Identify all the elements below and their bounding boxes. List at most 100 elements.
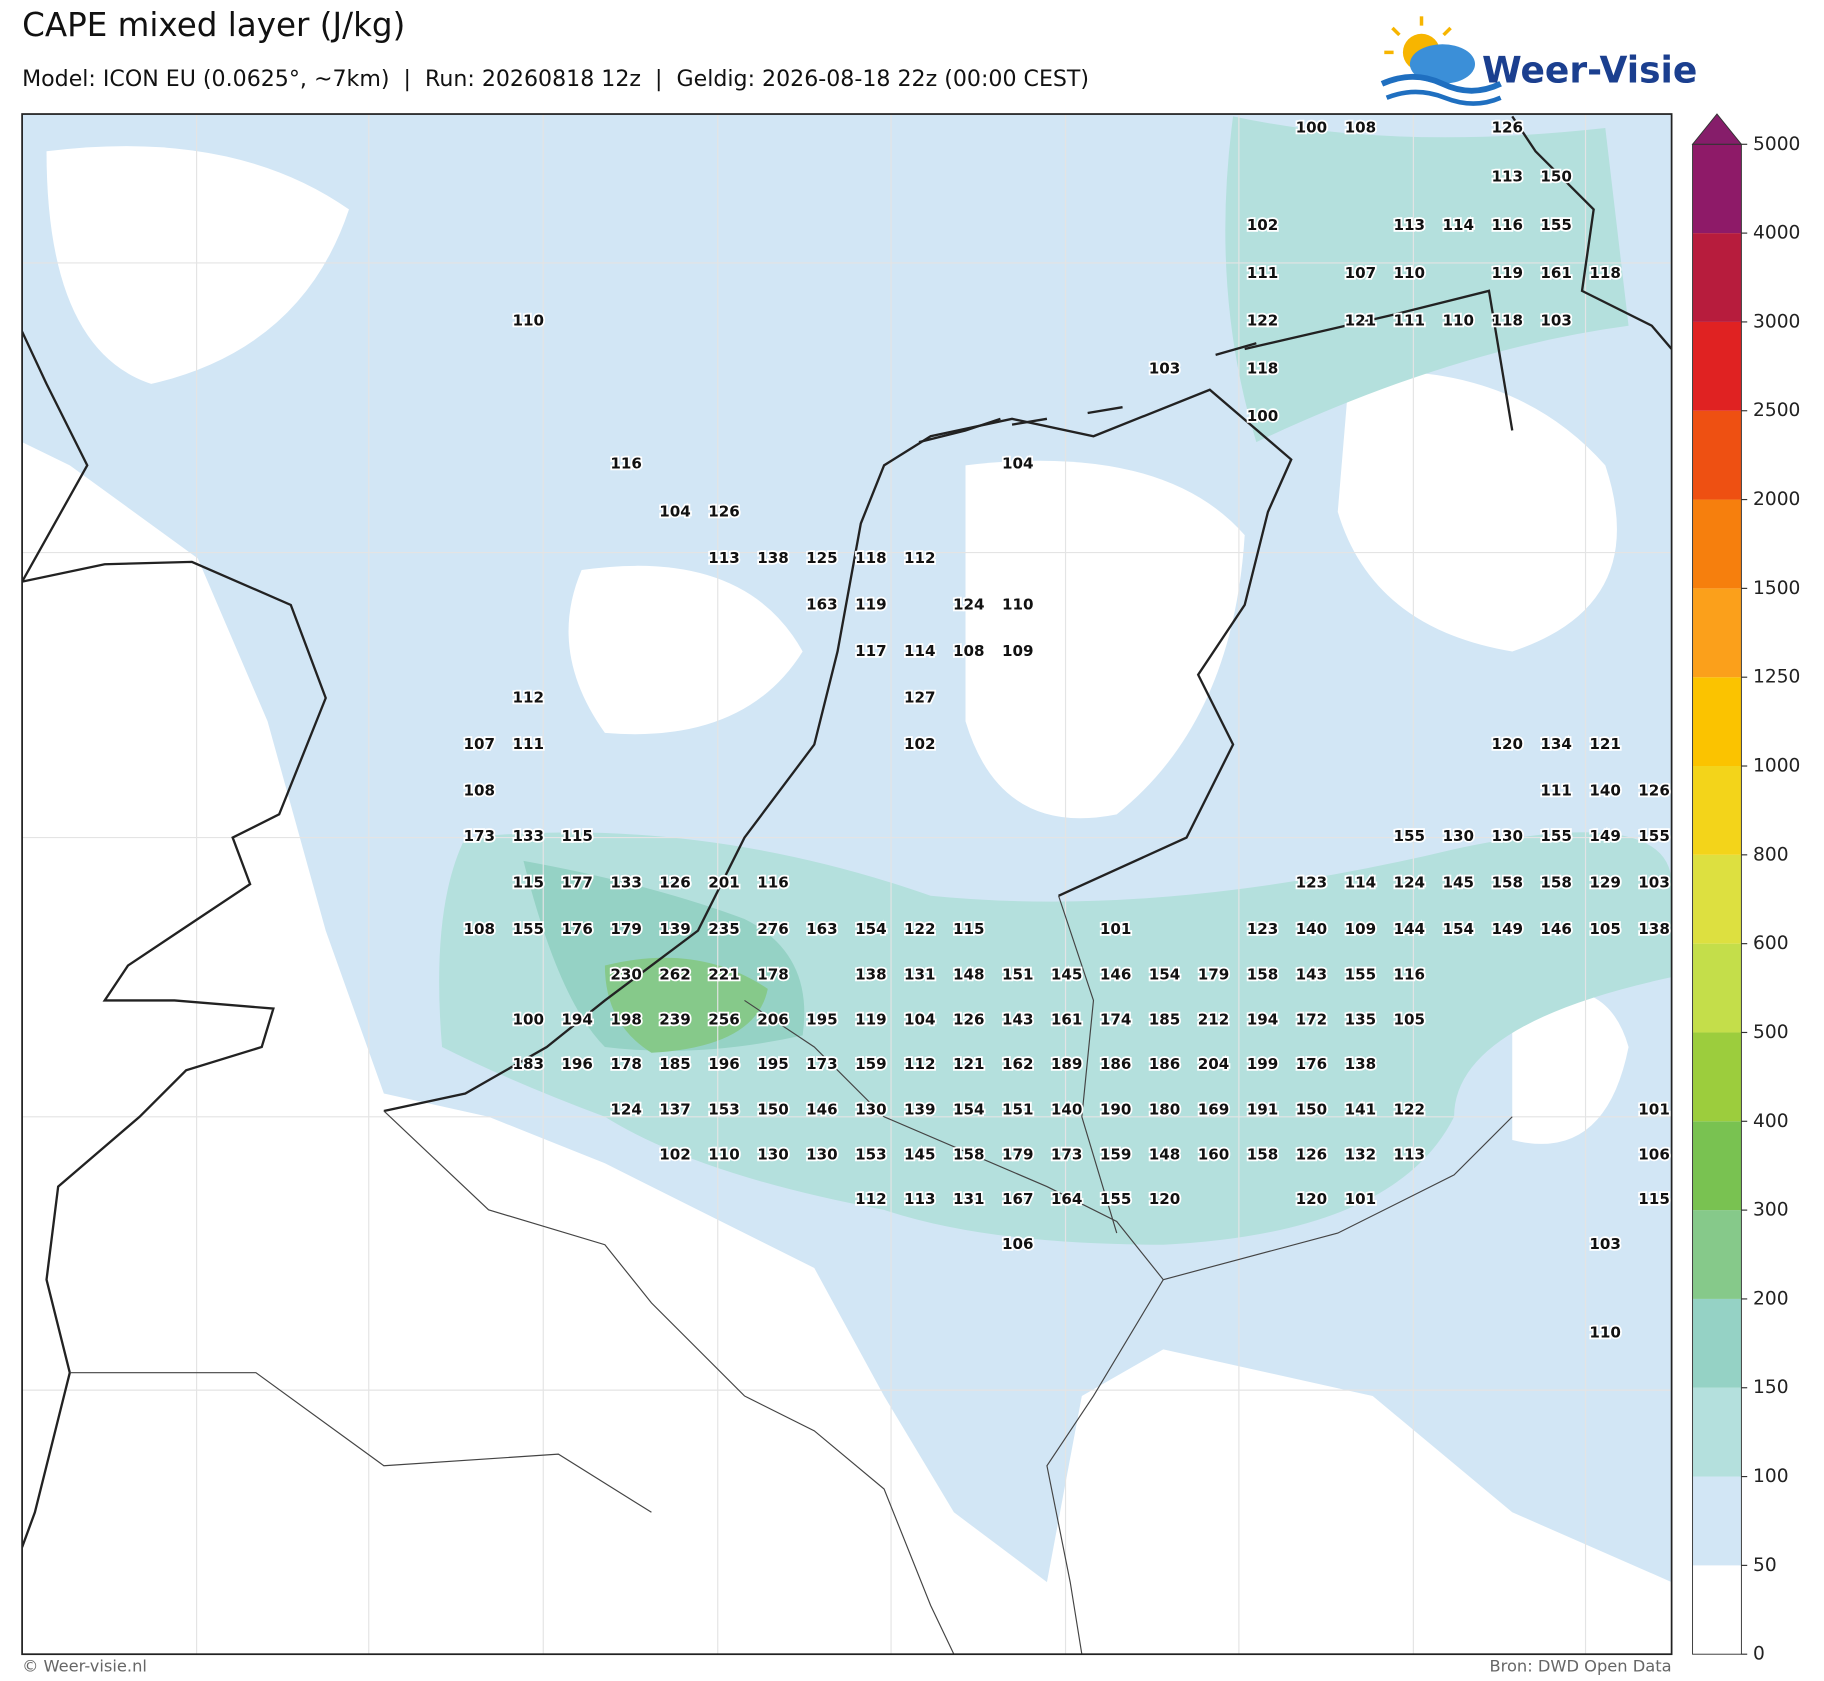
colorbar-segment [1692, 144, 1742, 234]
cape-value-label: 145 [904, 1146, 936, 1164]
cape-value-label: 194 [561, 1011, 593, 1029]
cape-value-label: 105 [1394, 1011, 1426, 1029]
cape-value-label: 106 [1002, 1235, 1034, 1253]
colorbar-tick-label: 800 [1753, 844, 1789, 865]
cape-value-label: 133 [610, 873, 642, 891]
cape-value-label: 139 [904, 1100, 936, 1118]
cape-value-label: 155 [1540, 216, 1572, 234]
cape-value-label: 138 [855, 965, 887, 983]
cape-value-label: 115 [953, 920, 985, 938]
cape-value-label: 119 [855, 1011, 887, 1029]
cape-value-label: 195 [806, 1011, 838, 1029]
cape-value-label: 132 [1345, 1146, 1377, 1164]
cape-value-label: 103 [1589, 1235, 1621, 1253]
cape-value-label: 138 [1638, 920, 1670, 938]
cape-value-label: 150 [1540, 167, 1572, 185]
cape-value-label: 140 [1296, 920, 1328, 938]
cape-value-label: 144 [1394, 920, 1426, 938]
colorbar-segment [1692, 1476, 1742, 1566]
cape-value-label: 154 [1149, 965, 1181, 983]
cape-value-label: 104 [1002, 455, 1034, 473]
cape-value-label: 103 [1540, 312, 1572, 330]
cape-value-label: 126 [708, 502, 740, 520]
cape-value-label: 151 [1002, 1100, 1034, 1118]
cape-value-label: 107 [1345, 264, 1377, 282]
colorbar-segment [1692, 854, 1742, 944]
colorbar-segment [1692, 410, 1742, 500]
cape-value-label: 161 [1540, 264, 1572, 282]
cape-value-label: 150 [1296, 1100, 1328, 1118]
title: CAPE mixed layer (J/kg) [22, 6, 405, 44]
cape-value-label: 135 [1345, 1011, 1377, 1029]
cape-value-label: 102 [1247, 216, 1279, 234]
cape-value-label: 126 [1638, 782, 1670, 800]
cape-value-label: 262 [659, 965, 691, 983]
cape-value-label: 145 [1051, 965, 1083, 983]
cape-value-label: 109 [1002, 642, 1034, 660]
cape-value-label: 191 [1247, 1100, 1279, 1118]
cape-value-label: 155 [1540, 827, 1572, 845]
cape-value-label: 158 [1540, 873, 1572, 891]
cape-value-label: 120 [1296, 1190, 1328, 1208]
copyright: © Weer-visie.nl [22, 1657, 147, 1676]
colorbar-tick-label: 4000 [1753, 223, 1800, 244]
cape-value-label: 119 [855, 595, 887, 613]
colorbar-segment [1692, 1298, 1742, 1388]
cape-value-label: 110 [708, 1146, 740, 1164]
subtitle: Model: ICON EU (0.0625°, ~7km) | Run: 20… [22, 66, 1089, 92]
cape-value-label: 185 [1149, 1011, 1181, 1029]
cape-value-label: 178 [757, 965, 789, 983]
cape-value-label: 167 [1002, 1190, 1034, 1208]
cape-value-label: 155 [1345, 965, 1377, 983]
cape-value-label: 108 [953, 642, 985, 660]
cape-value-label: 194 [1247, 1011, 1279, 1029]
cape-value-label: 111 [1540, 782, 1572, 800]
cape-value-label: 177 [561, 873, 593, 891]
cape-value-label: 111 [1394, 312, 1426, 330]
cape-value-label: 110 [1002, 595, 1034, 613]
cape-value-label: 186 [1149, 1055, 1181, 1073]
colorbar-tick-label: 300 [1753, 1200, 1789, 1221]
cape-value-label: 104 [659, 502, 691, 520]
cape-value-label: 130 [1491, 827, 1523, 845]
cape-value-label: 115 [561, 827, 593, 845]
cape-value-label: 276 [757, 920, 789, 938]
colorbar-segment [1692, 1565, 1742, 1655]
cape-value-label: 148 [953, 965, 985, 983]
cape-value-label: 123 [1247, 920, 1279, 938]
cape-value-label: 149 [1491, 920, 1523, 938]
cape-value-label: 131 [953, 1190, 985, 1208]
cape-value-label: 101 [1100, 920, 1132, 938]
cape-value-label: 125 [806, 549, 838, 567]
cape-value-label: 150 [757, 1100, 789, 1118]
cape-value-label: 179 [1002, 1146, 1034, 1164]
cape-value-label: 108 [463, 782, 495, 800]
cape-value-label: 185 [659, 1055, 691, 1073]
cape-value-label: 174 [1100, 1011, 1132, 1029]
colorbar-segment [1692, 233, 1742, 322]
colorbar-tick-label: 50 [1753, 1555, 1777, 1576]
cape-value-label: 195 [757, 1055, 789, 1073]
cape-value-label: 126 [659, 873, 691, 891]
cape-value-label: 116 [757, 873, 789, 891]
cape-value-label: 162 [1002, 1055, 1034, 1073]
colorbar-segment [1692, 499, 1742, 589]
cape-value-label: 113 [904, 1190, 936, 1208]
cape-value-label: 235 [708, 920, 740, 938]
cape-value-label: 196 [708, 1055, 740, 1073]
cape-value-label: 189 [1051, 1055, 1083, 1073]
cape-value-label: 110 [1394, 264, 1426, 282]
cape-value-label: 126 [1296, 1146, 1328, 1164]
colorbar-tick-label: 500 [1753, 1022, 1789, 1043]
cape-value-label: 158 [953, 1146, 985, 1164]
colorbar-tick-label: 2500 [1753, 400, 1800, 421]
cape-value-label: 103 [1149, 359, 1181, 377]
colorbar-segment [1692, 943, 1742, 1033]
cape-value-label: 111 [1247, 264, 1279, 282]
cape-value-label: 120 [1491, 735, 1523, 753]
cape-value-label: 134 [1540, 735, 1572, 753]
cape-value-label: 130 [757, 1146, 789, 1164]
cape-value-label: 143 [1002, 1011, 1034, 1029]
cape-value-label: 118 [1491, 312, 1523, 330]
cape-value-label: 159 [1100, 1146, 1132, 1164]
